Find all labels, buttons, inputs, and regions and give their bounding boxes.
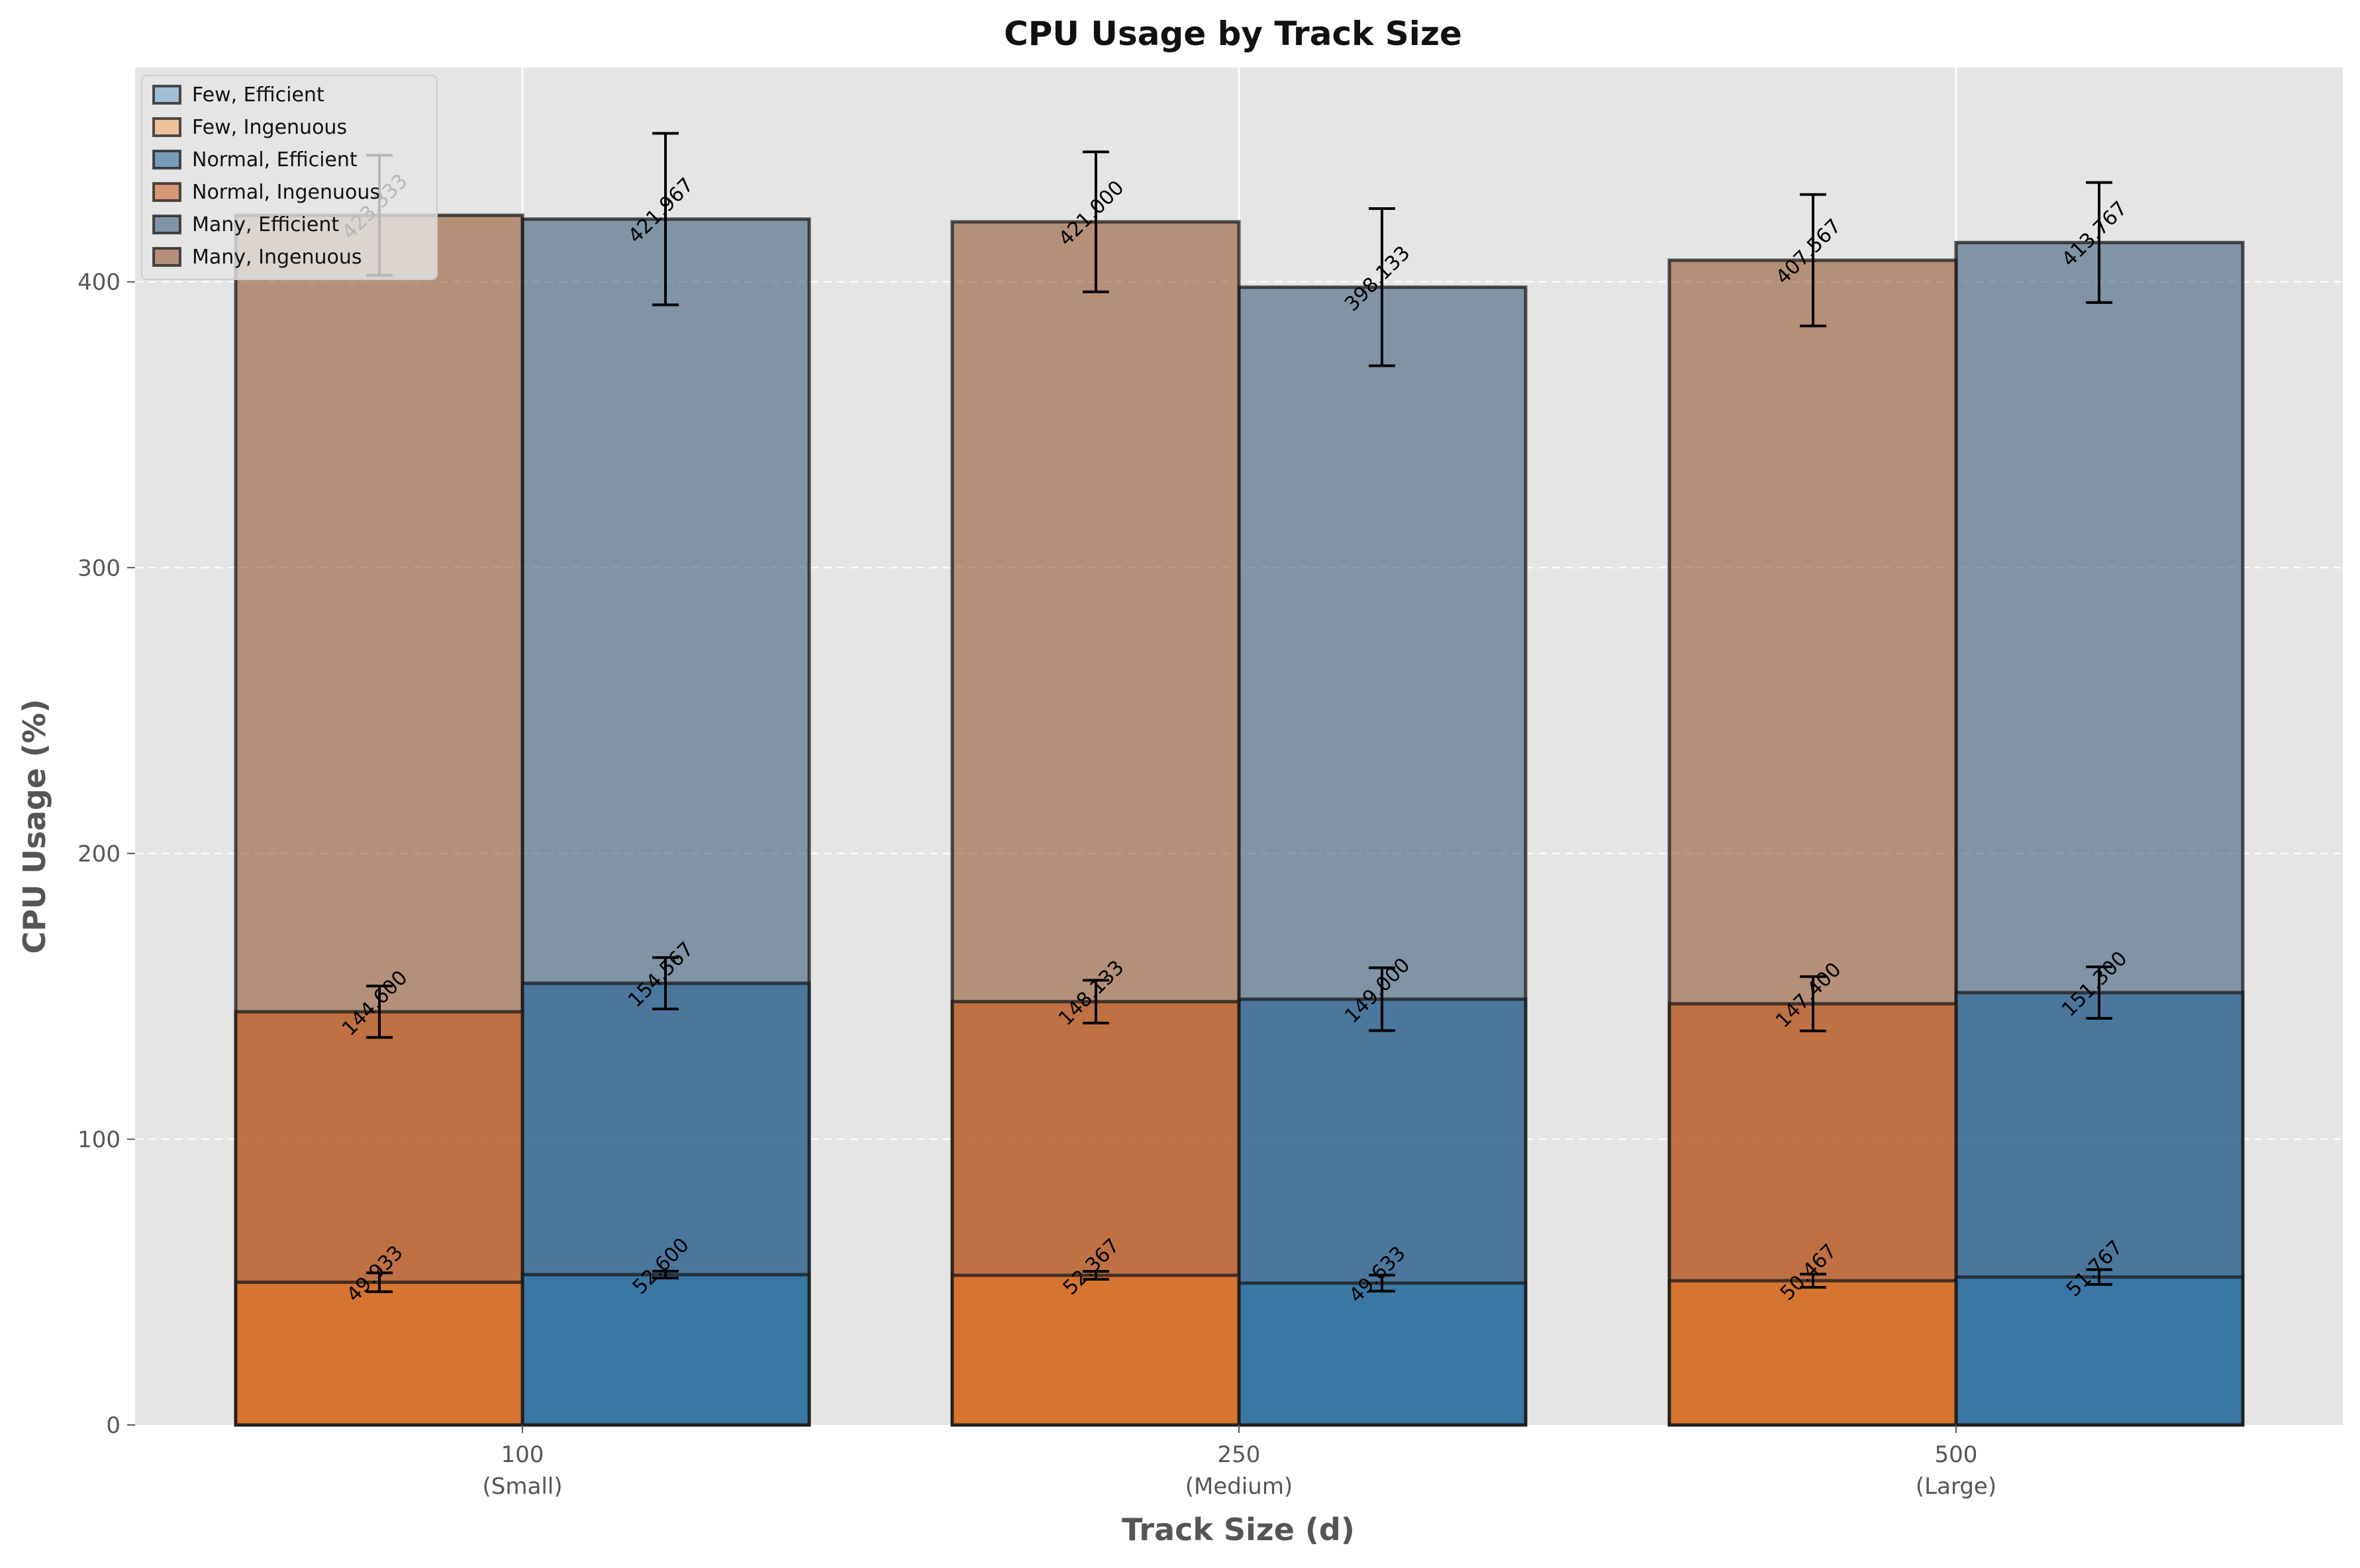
y-tick-label: 0 xyxy=(106,1412,121,1439)
x-tick-sublabel: (Medium) xyxy=(1185,1473,1293,1500)
legend-swatch xyxy=(152,117,181,137)
bar-few-ingenuous xyxy=(1667,1279,1958,1427)
y-axis-label: CPU Usage (%) xyxy=(17,699,52,954)
axes: 0 100 200 300 400 100 (Small) 250 (Medium) 500 (La… xyxy=(77,270,1996,1500)
bar-few-ingenuous xyxy=(234,1280,524,1427)
bar-few-efficient xyxy=(1954,1275,2245,1427)
legend-swatch xyxy=(152,150,181,170)
x-tick-label: 500 xyxy=(1935,1442,1978,1468)
bar-normal-efficient xyxy=(520,981,811,1427)
y-tick-label: 300 xyxy=(77,555,121,581)
legend-label: Normal, Ingenuous xyxy=(192,181,380,204)
bar-normal-ingenuous xyxy=(950,1000,1241,1427)
legend-label: Few, Ingenuous xyxy=(192,116,347,139)
x-tick-sublabel: (Large) xyxy=(1916,1473,1996,1500)
legend-label: Many, Ingenuous xyxy=(192,246,362,269)
bar-few-efficient xyxy=(520,1273,811,1427)
legend-label: Few, Efficient xyxy=(192,83,324,107)
x-tick-label: 250 xyxy=(1218,1442,1261,1468)
legend-label: Normal, Efficient xyxy=(192,148,358,172)
x-tick-label: 100 xyxy=(501,1442,544,1468)
legend-swatch xyxy=(152,215,181,234)
legend-swatch xyxy=(152,247,181,267)
y-tick-label: 100 xyxy=(77,1126,121,1153)
y-tick-label: 400 xyxy=(77,270,121,296)
y-tick-label: 200 xyxy=(77,841,121,867)
legend-swatch xyxy=(152,182,181,202)
bar-normal-efficient xyxy=(1954,991,2245,1427)
bar-normal-ingenuous xyxy=(234,1010,524,1427)
bar-few-ingenuous xyxy=(950,1273,1241,1427)
chart-title: CPU Usage by Track Size xyxy=(1004,15,1462,53)
x-axis-label: Track Size (d) xyxy=(1122,1512,1355,1547)
bar-few-efficient xyxy=(1237,1281,1528,1427)
legend-label: Many, Efficient xyxy=(192,213,339,236)
legend-box xyxy=(141,75,438,280)
legend: Few, Efficient Few, Ingenuous Normal, Effi… xyxy=(141,75,438,280)
bar-normal-ingenuous xyxy=(1667,1002,1958,1427)
x-tick-sublabel: (Small) xyxy=(483,1473,563,1500)
bar-group xyxy=(234,213,2245,1427)
legend-swatch xyxy=(152,85,181,105)
